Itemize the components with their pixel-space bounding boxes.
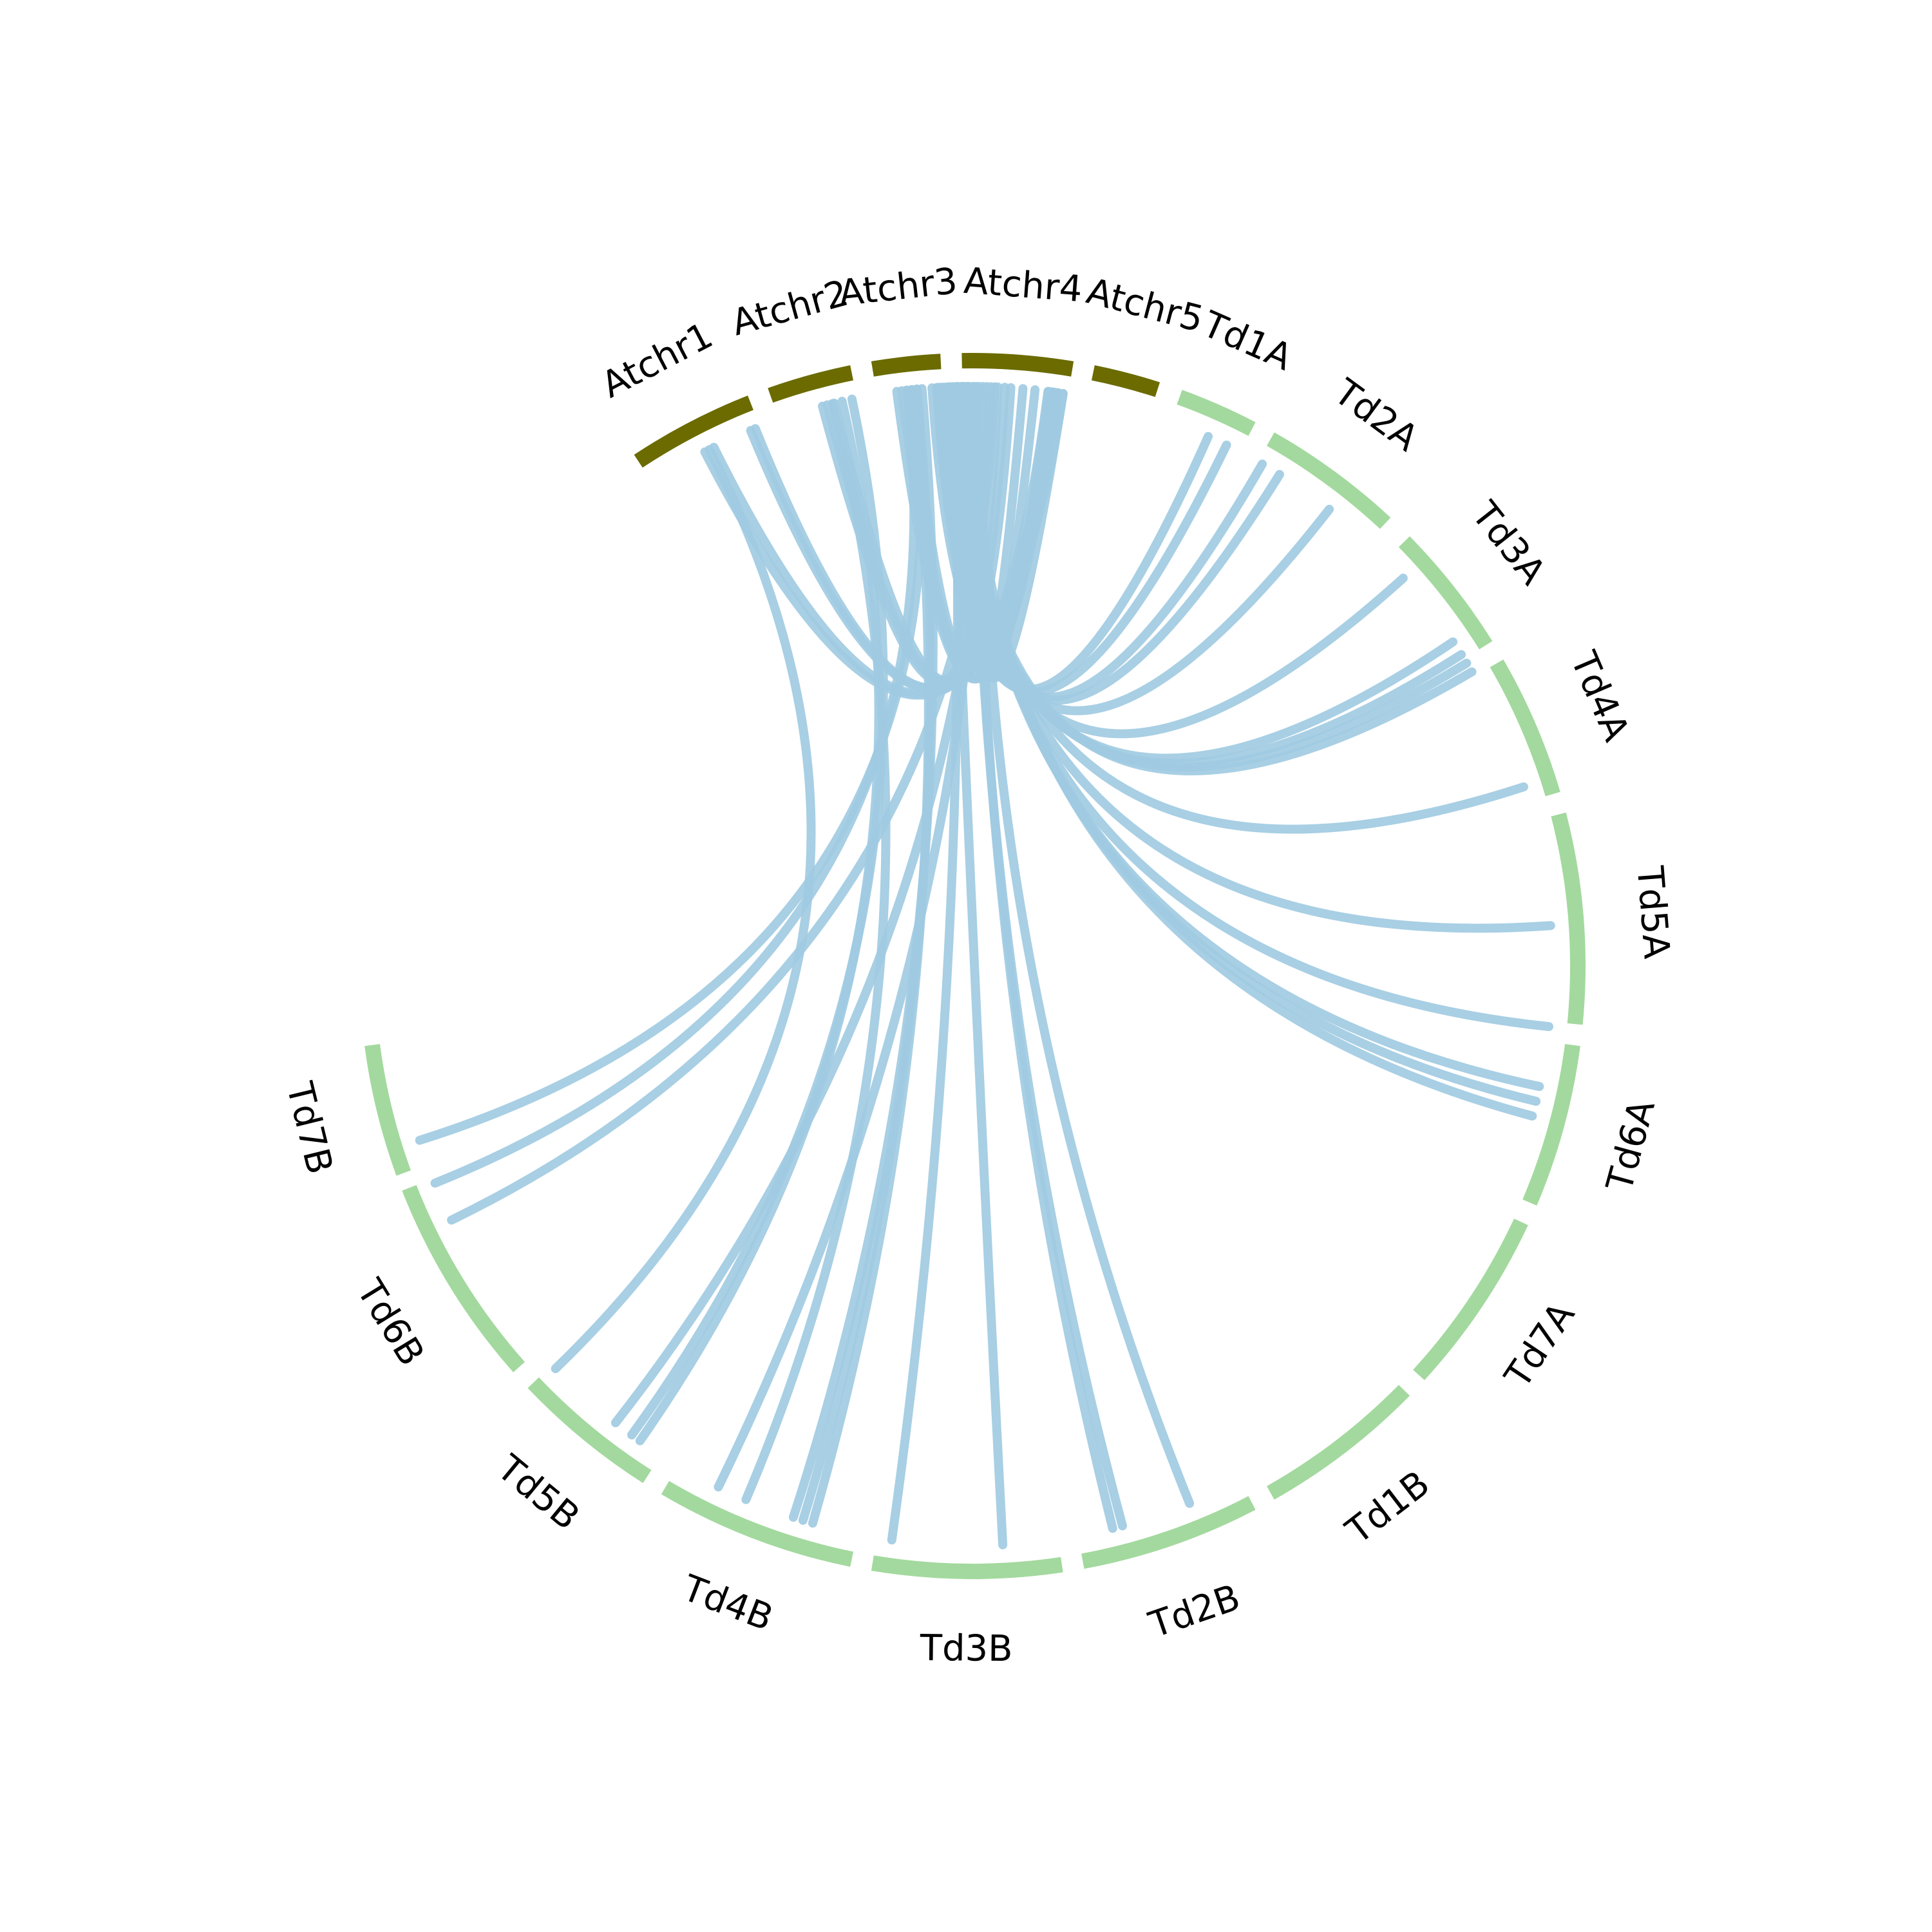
segment-td5a [1551, 812, 1586, 1025]
label-atchr4: Atchr4 [962, 260, 1084, 310]
label-td6b: Td6B [348, 1272, 432, 1373]
segment-td3b [871, 1555, 1063, 1579]
segment-td1a [1177, 390, 1256, 436]
synteny-link [447, 382, 999, 1225]
label-td2b: Td2B [1144, 1577, 1245, 1647]
label-td3a: Td3A [1463, 493, 1554, 592]
label-td1a: Td1A [1196, 303, 1298, 379]
synteny-link [430, 385, 919, 1188]
segment-td4b [661, 1481, 853, 1567]
segment-td3a [1398, 536, 1493, 650]
segment-atchr2 [768, 365, 853, 403]
chromosome-segments [365, 353, 1586, 1579]
segment-td1b [1266, 1385, 1410, 1500]
segment-td2a [1266, 432, 1391, 529]
label-td4a: Td4A [1562, 645, 1637, 748]
label-atchr3: Atchr3 [837, 260, 960, 315]
segment-atchr1 [634, 395, 753, 468]
segment-td7b [365, 1044, 411, 1176]
synteny-link [551, 445, 816, 1374]
segment-td2b [1081, 1496, 1256, 1569]
synteny-link [887, 382, 962, 1545]
segment-atchr5 [1091, 365, 1160, 397]
label-atchr5: Atchr5 [1083, 270, 1208, 341]
segment-atchr4 [961, 353, 1074, 377]
synteny-link [415, 384, 927, 1145]
segment-td5b [527, 1377, 652, 1483]
synteny-links [415, 382, 1555, 1549]
label-td5a: Td5A [1629, 864, 1678, 960]
label-atchr2: Atchr2 [727, 272, 853, 345]
label-atchr1: Atchr1 [595, 314, 719, 406]
label-td2a: Td2A [1326, 371, 1426, 460]
segment-td6a [1522, 1044, 1580, 1206]
label-td7b: Td7B [278, 1077, 341, 1178]
segment-td7a [1413, 1218, 1528, 1381]
segment-td4a [1490, 659, 1560, 797]
synteny-link [978, 382, 1195, 1508]
label-td1b: Td1B [1338, 1463, 1437, 1553]
label-td4b: Td4B [676, 1567, 778, 1640]
segment-td6b [402, 1185, 525, 1372]
label-td3b: Td3B [920, 1627, 1013, 1670]
synteny-link [627, 394, 888, 1440]
label-td7a: Td7A [1497, 1295, 1583, 1396]
segment-atchr3 [871, 354, 942, 377]
label-td6a: Td6A [1598, 1095, 1663, 1197]
label-td5b: Td5B [489, 1446, 587, 1538]
